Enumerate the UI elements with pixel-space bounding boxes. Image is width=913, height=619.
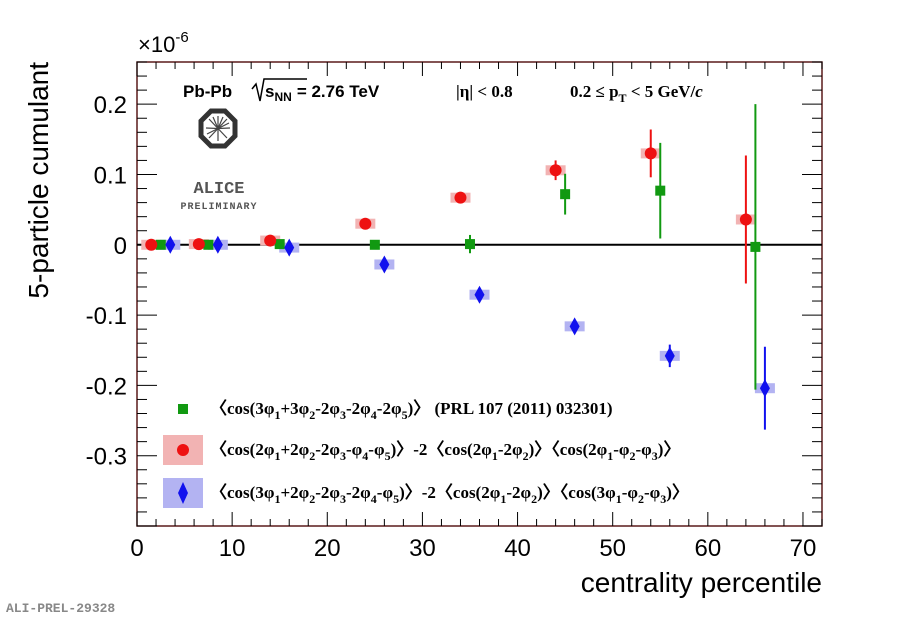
data-point-diamond (212, 235, 223, 254)
y-tick-label: -0.3 (86, 444, 127, 471)
data-point-circle (739, 213, 752, 226)
data-point-diamond (284, 238, 295, 257)
legend-marker-diamond (178, 482, 188, 504)
data-point-square (274, 239, 285, 250)
header-eta-cut: |η| < 0.8 (456, 82, 513, 101)
x-axis-tick-labels: 0 10 20 30 40 50 60 70 (130, 535, 816, 562)
data-point-circle (145, 238, 158, 251)
y-tick-label: 0 (114, 233, 127, 260)
y-tick-label: 0.1 (94, 162, 127, 189)
alice-logo-name: ALICE (193, 180, 244, 199)
data-point-square (560, 189, 571, 200)
header-collision: Pb-Pb (183, 82, 232, 101)
x-tick-label: 60 (694, 535, 721, 562)
legend-marker-square (178, 404, 188, 414)
alice-logo-status: PRELIMINARY (180, 202, 257, 213)
x-tick-label: 20 (314, 535, 341, 562)
data-markers (145, 147, 770, 398)
legend-entry-1: 〈cos(3φ1+3φ2-2φ3-2φ4-2φ5)〉 (PRL 107 (201… (210, 398, 613, 422)
figure-id: ALI-PREL-29328 (6, 601, 115, 616)
data-point-square (655, 185, 666, 196)
x-tick-label: 40 (504, 535, 531, 562)
y-tick-label: 0.2 (94, 92, 127, 119)
data-point-diamond (759, 379, 770, 398)
data-point-circle (264, 234, 277, 247)
legend-entry-2: 〈cos(2φ1+2φ2-2φ3-φ4-φ5)〉-2〈cos(2φ1-2φ2)〉… (210, 439, 680, 463)
data-point-diamond (379, 255, 390, 274)
y-axis-title: 5-particle cumulant (23, 62, 54, 299)
x-axis-title: centrality percentile (581, 567, 822, 598)
x-tick-label: 30 (409, 535, 436, 562)
y-axis-ticks (137, 61, 822, 527)
x-axis-ticks (136, 62, 823, 526)
data-point-circle (644, 147, 657, 160)
data-point-diamond (664, 346, 675, 365)
legend-marker-circle (177, 444, 189, 456)
x-tick-label: 50 (599, 535, 626, 562)
data-point-square (464, 239, 475, 250)
data-point-square (369, 239, 380, 250)
x-tick-label: 0 (130, 535, 143, 562)
error-bars (150, 104, 766, 430)
data-point-square (750, 241, 761, 252)
x-tick-label: 70 (790, 535, 817, 562)
y-axis-tick-labels: 0.2 0.1 0 -0.1 -0.2 -0.3 (86, 92, 127, 471)
svg-text:sNN= 2.76 TeV: sNN = 2.76 TeV (265, 82, 380, 104)
legend: 〈cos(3φ1+3φ2-2φ3-2φ4-2φ5)〉 (PRL 107 (201… (163, 398, 689, 508)
data-point-diamond (474, 285, 485, 304)
x-tick-label: 10 (219, 535, 246, 562)
y-tick-label: -0.2 (86, 373, 127, 400)
header-pt-cut: 0.2 ≤ pT < 5 GeV/c (570, 82, 703, 105)
data-point-circle (192, 238, 205, 251)
data-point-circle (549, 164, 562, 177)
alice-logo: ALICE PRELIMINARY (180, 108, 257, 213)
data-point-circle (454, 191, 467, 204)
data-point-square (203, 239, 214, 250)
y-multiplier: ×10-6 (138, 29, 189, 57)
header-energy: sNN = 2.76 TeV (251, 78, 380, 104)
data-point-square (155, 239, 166, 250)
data-point-diamond (569, 317, 580, 336)
data-point-diamond (165, 235, 176, 254)
data-point-circle (359, 217, 372, 230)
legend-entry-3: 〈cos(3φ1+2φ2-2φ3-2φ4-φ5)〉-2〈cos(2φ1-2φ2)… (210, 482, 689, 506)
y-tick-label: -0.1 (86, 303, 127, 330)
